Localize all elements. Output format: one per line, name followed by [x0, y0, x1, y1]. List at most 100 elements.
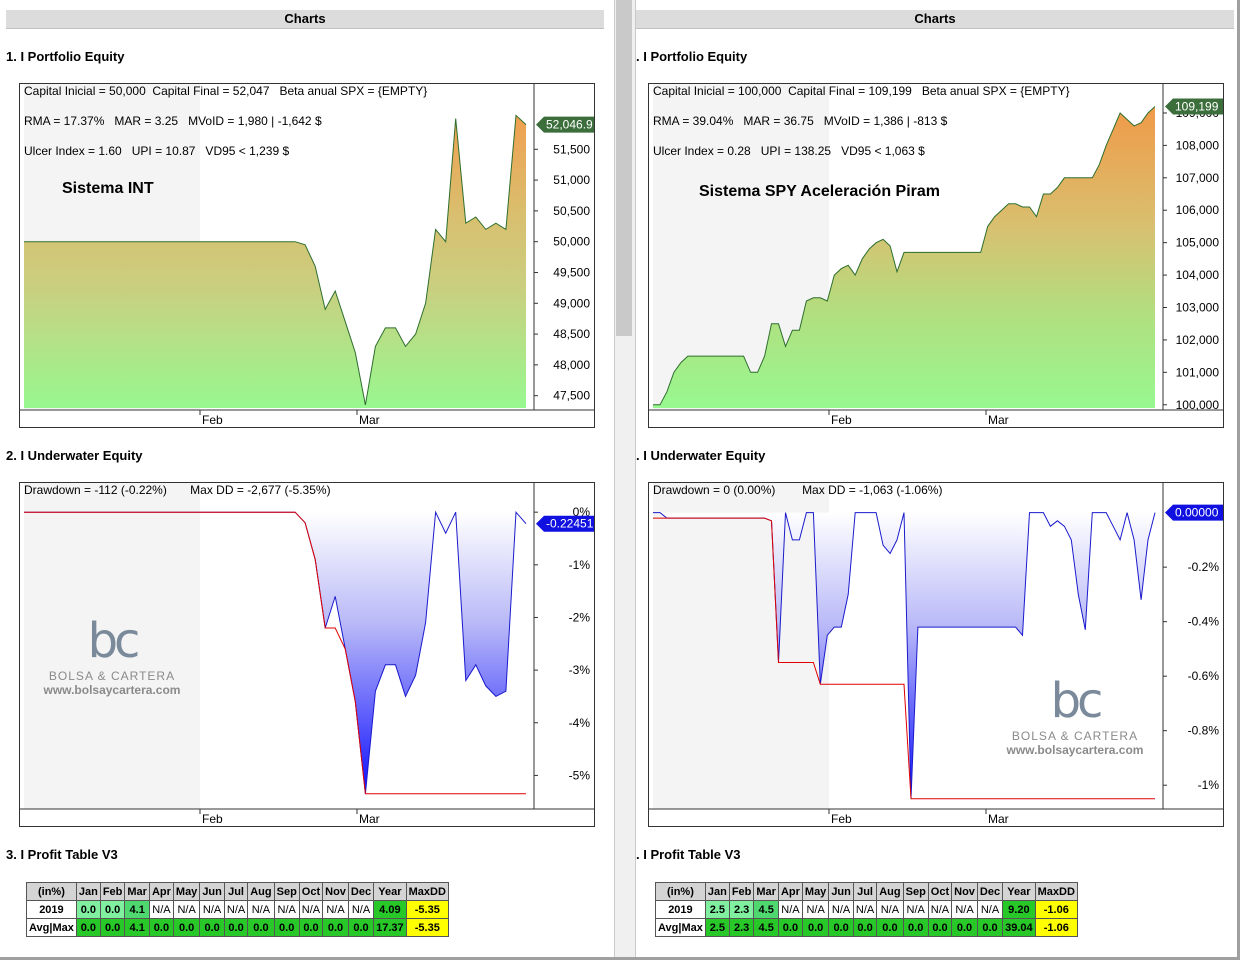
table-row: 2019 0.0 0.0 4.1 N/A N/A N/A N/A N/A N/A N/A N/A N/A…	[26, 900, 449, 919]
y-tick-label: 107,000	[1176, 171, 1220, 185]
equity-info-line-2: RMA = 17.37% MAR = 3.25 MVoID = 1,980 | …	[24, 114, 322, 128]
table-cell: 0.0	[223, 918, 249, 937]
column-header: Jul	[223, 882, 249, 901]
table-cell: N/A	[298, 900, 324, 919]
series-area	[653, 106, 1155, 408]
column-header: Dec	[347, 882, 375, 901]
table-cell: N/A	[199, 900, 225, 919]
table-row: 2019 2.5 2.3 4.5 N/A N/A N/A N/A N/A N/A N/A N/A N/A…	[655, 900, 1078, 919]
table-cell: 0.0	[777, 918, 803, 937]
equity-info-line-3: Ulcer Index = 0.28 UPI = 138.25 VD95 < 1…	[653, 144, 925, 158]
watermark-url: www.bolsaycartera.com	[43, 683, 181, 697]
column-header: Dec	[976, 882, 1004, 901]
table-cell: 17.37	[373, 918, 407, 937]
y-tick-label: 49,000	[553, 296, 590, 310]
x-tick-label: Feb	[831, 413, 852, 427]
table-cell: 2.3	[728, 918, 755, 937]
x-tick-label: Mar	[359, 812, 380, 826]
y-tick-label: 47,500	[553, 389, 590, 403]
section-title-profit: 3. I Profit Table V3	[6, 847, 118, 862]
column-header: Nov	[951, 882, 978, 901]
table-cell: 0.0	[347, 918, 375, 937]
table-header-row: (in%) Jan Feb Mar Apr May Jun Jul Aug Sep Oct Nov De…	[655, 882, 1078, 901]
table-cell: -5.35	[405, 900, 449, 919]
table-cell: -1.06	[1034, 918, 1078, 937]
table-cell: N/A	[927, 900, 953, 919]
series-area	[653, 512, 1155, 799]
table-cell: 0.0	[951, 918, 978, 937]
watermark: bc BOLSA & CARTERA www.bolsaycartera.com	[28, 613, 196, 697]
column-header: Jun	[199, 882, 225, 901]
table-cell: N/A	[247, 900, 275, 919]
column-header: May	[172, 882, 201, 901]
table-cell: 0.0	[99, 900, 126, 919]
x-tick-label: Feb	[202, 812, 223, 826]
column-header: Jul	[852, 882, 878, 901]
table-cell: 4.1	[124, 918, 150, 937]
table-cell: 0.0	[927, 918, 953, 937]
equity-info-line-2: RMA = 39.04% MAR = 36.75 MVoID = 1,386 |…	[653, 114, 948, 128]
last-value-label: 0.00000	[1175, 506, 1219, 520]
y-tick-label: 51,500	[553, 142, 590, 156]
table-cell: N/A	[852, 900, 878, 919]
underwater-chart-svg: -0.2% -0.4% -0.6% -0.8% -1% Feb Mar 0.00000	[649, 483, 1223, 826]
y-tick-label: 0%	[573, 505, 591, 519]
table-cell: 9.20	[1002, 900, 1036, 919]
last-value-tag	[1165, 504, 1223, 521]
y-tick-label: 49,500	[553, 265, 590, 279]
series-line	[24, 114, 527, 405]
table-cell: 2.5	[704, 900, 730, 919]
watermark-name: BOLSA & CARTERA	[48, 669, 176, 683]
y-tick-label: -2%	[569, 610, 591, 624]
underwater-info: Drawdown = 0 (0.00%) Max DD = -1,063 (-1…	[653, 483, 943, 497]
section-title-equity: . I Portfolio Equity	[636, 49, 748, 64]
y-tick-label: 104,000	[1176, 268, 1220, 282]
x-tick-label: Mar	[359, 413, 380, 427]
watermark-logo: bc	[87, 613, 141, 669]
table-cell: N/A	[172, 900, 201, 919]
table-header-row: (in%) Jan Feb Mar Apr May Jun Jul Aug Sep Oct Nov De…	[26, 882, 449, 901]
column-header: Nov	[322, 882, 349, 901]
column-header: Mar	[753, 882, 779, 901]
y-tick-label: -1%	[569, 558, 591, 572]
underwater-info: Drawdown = -112 (-0.22%) Max DD = -2,677…	[24, 483, 331, 497]
column-header: (in%)	[26, 882, 77, 901]
scrollbar-thumb[interactable]	[616, 0, 632, 336]
watermark-name: BOLSA & CARTERA	[1011, 729, 1139, 743]
plot-background	[24, 483, 200, 809]
table-cell: 0.0	[75, 900, 101, 919]
y-tick-label: -0.6%	[1188, 669, 1220, 683]
column-header: Apr	[148, 882, 174, 901]
last-value-tag	[536, 515, 594, 532]
table-cell: N/A	[322, 900, 349, 919]
table-cell: N/A	[951, 900, 978, 919]
last-value-label: 52,046.9	[546, 118, 593, 132]
system-name: Sistema INT	[62, 180, 154, 197]
row-label: 2019	[655, 900, 706, 919]
y-tick-label: 100,000	[1176, 398, 1220, 412]
column-header: Aug	[876, 882, 904, 901]
column-header: Jan	[704, 882, 730, 901]
y-tick-label: -0.8%	[1188, 724, 1220, 738]
y-tick-label: 102,000	[1176, 333, 1220, 347]
table-cell: N/A	[223, 900, 249, 919]
y-tick-label: 48,500	[553, 327, 590, 341]
underwater-chart-svg: 0% -1% -2% -3% -4% -5% Feb Mar -0.22451	[20, 483, 594, 826]
column-header: Aug	[247, 882, 275, 901]
y-tick-label: 50,500	[553, 204, 590, 218]
table-cell: 0.0	[172, 918, 201, 937]
table-cell: 0.0	[902, 918, 929, 937]
table-cell: N/A	[801, 900, 830, 919]
section-title-equity: 1. I Portfolio Equity	[6, 49, 125, 64]
column-header: Sep	[273, 882, 300, 901]
table-cell: 2.5	[704, 918, 730, 937]
watermark-url: www.bolsaycartera.com	[1006, 743, 1144, 757]
column-header: Year	[373, 882, 407, 901]
table-cell: N/A	[777, 900, 803, 919]
max-drawdown-line	[24, 511, 526, 795]
equity-chart: 100,000 101,000 102,000 103,000 104,000 105,0…	[648, 83, 1224, 428]
table-cell: 0.0	[148, 918, 174, 937]
section-title-profit: . I Profit Table V3	[636, 847, 741, 862]
table-cell: 0.0	[99, 918, 126, 937]
table-cell: N/A	[148, 900, 174, 919]
